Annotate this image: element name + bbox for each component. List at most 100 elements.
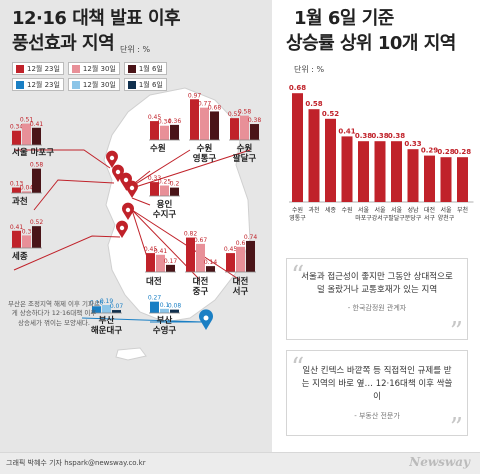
- top10-bar-label: 서울: [391, 206, 403, 214]
- legend-item: 12월 30일: [67, 78, 120, 91]
- region-bar: [12, 230, 21, 248]
- region-bar-value: 0.3: [22, 228, 32, 235]
- region-bar-value: 0.2: [170, 181, 180, 188]
- legend: 12월 23일 12월 30일 1월 6일 12월 23일 12월 30일 1월…: [12, 62, 167, 94]
- region-bar: [156, 254, 165, 272]
- region-bar-value: 0.58: [238, 109, 252, 116]
- top10-bar: [374, 141, 386, 202]
- right-title-line1: 1월 6일 기준: [294, 8, 394, 29]
- region-bar: [226, 253, 235, 272]
- region-bar-group: 0.130.04 0.58 과천: [10, 162, 44, 207]
- top10-bar-label: 팔달구: [388, 214, 405, 222]
- region-bar: [206, 266, 215, 272]
- legend-item: 12월 30일: [67, 62, 120, 75]
- region-label: 수원: [197, 143, 213, 154]
- region-bar-value: 0.67: [194, 237, 208, 244]
- region-bar-value: 0.58: [30, 162, 44, 169]
- top10-bar-value: 0.38: [388, 132, 405, 140]
- top10-bar-label: 대전: [424, 206, 435, 214]
- location-pin-icon: [112, 164, 125, 182]
- left-title-line1: 12·16 대책 발표 이후: [12, 8, 181, 29]
- top10-bar-label: 세종: [325, 206, 337, 214]
- region-label: 수지구: [153, 209, 177, 220]
- legend-item: 1월 6일: [123, 62, 167, 75]
- legend-item: 12월 23일: [12, 62, 64, 75]
- region-bar: [170, 124, 179, 140]
- region-label: 수원: [150, 143, 166, 154]
- region-bar: [250, 124, 259, 140]
- region-bar-value: 0.34: [10, 124, 24, 131]
- connector-lines-blue: [81, 317, 205, 323]
- top10-bar-value: 0.29: [421, 147, 438, 155]
- region-label: 과천: [12, 196, 28, 207]
- top10-bar-value: 0.41: [338, 127, 355, 135]
- region-bar-value: 0.27: [148, 295, 162, 302]
- quote-1-text: 서울과 접근성이 좋지만 그동안 상대적으로 덜 올랐거나 교통호재가 있는 지…: [301, 272, 453, 296]
- region-bar-group: 0.450.41 0.17 대전: [144, 246, 178, 287]
- region-bar: [150, 182, 159, 196]
- region-bar: [150, 121, 159, 140]
- region-label: 부산: [157, 315, 173, 326]
- legend-row-blue: 12월 23일 12월 30일 1월 6일: [12, 78, 167, 91]
- region-bar-value: 0.45: [224, 246, 238, 253]
- region-bar-value: 0.52: [30, 219, 44, 226]
- right-unit-label: 단위 : %: [294, 65, 325, 74]
- top10-bar: [457, 157, 468, 202]
- region-bar: [22, 191, 31, 193]
- region-bar: [196, 243, 205, 272]
- open-quote-icon: “: [291, 261, 305, 291]
- region-bar: [150, 301, 159, 313]
- top10-bar-value: 0.58: [305, 100, 322, 108]
- region-bar: [92, 306, 101, 313]
- region-bar: [200, 107, 209, 140]
- region-bar: [230, 118, 239, 140]
- newsway-logo: Newsway: [409, 455, 470, 469]
- region-label: 중구: [193, 287, 209, 297]
- region-bar-value: 0.82: [184, 231, 198, 238]
- region-bar-value: 0.04: [20, 184, 34, 191]
- top10-bar-label: 마포구: [355, 214, 372, 222]
- region-bar: [210, 111, 219, 140]
- region-bar: [102, 305, 111, 313]
- region-bar: [146, 253, 155, 272]
- region-bar-value: 0.34: [158, 119, 172, 126]
- top10-bar-value: 0.52: [322, 110, 339, 118]
- region-bar: [22, 235, 31, 248]
- region-bar-value: 0.17: [164, 258, 178, 265]
- busan-note: 부산은 조정지역 해제 이후 기파르게 상승하다가 12·16대책 이후 상승세…: [8, 300, 100, 327]
- region-bar-value: 0.19: [100, 298, 114, 305]
- top10-bar-label: 서구: [424, 214, 436, 222]
- top10-bar-label: 강서구: [372, 214, 389, 222]
- top10-bar-value: 0.38: [371, 132, 388, 140]
- location-pin-icon: [106, 150, 119, 168]
- top10-bar-value: 0.68: [289, 84, 306, 92]
- legend-row-red: 12월 23일 12월 30일 1월 6일: [12, 62, 167, 75]
- top10-bar-label: 부천: [457, 206, 468, 214]
- location-pin-icon: [120, 172, 133, 190]
- legend-item: 12월 23일: [12, 78, 64, 91]
- region-bar-value: 0.45: [148, 114, 162, 121]
- close-quote-icon: ”: [449, 317, 463, 347]
- region-label: 부산: [99, 315, 115, 326]
- top10-bar: [424, 155, 435, 202]
- location-pin-icon: [115, 220, 128, 238]
- region-bar: [32, 226, 41, 248]
- region-bar-value: 0.77: [198, 101, 212, 108]
- top10-bar-label: 과천: [308, 206, 319, 214]
- region-bar-value: 0.07: [110, 303, 124, 310]
- legend-item: 1월 6일: [123, 78, 167, 91]
- region-bar: [22, 123, 31, 145]
- quote-2-source: - 부동산 전문가: [354, 411, 400, 420]
- region-label: 대전: [146, 276, 162, 287]
- region-bar-value: 0.51: [20, 117, 34, 124]
- region-bar: [160, 185, 169, 196]
- graphic-credit: 그래픽 박혜수 기자 hspark@newsway.co.kr: [6, 459, 146, 467]
- region-bar-value: 0.1: [160, 302, 170, 309]
